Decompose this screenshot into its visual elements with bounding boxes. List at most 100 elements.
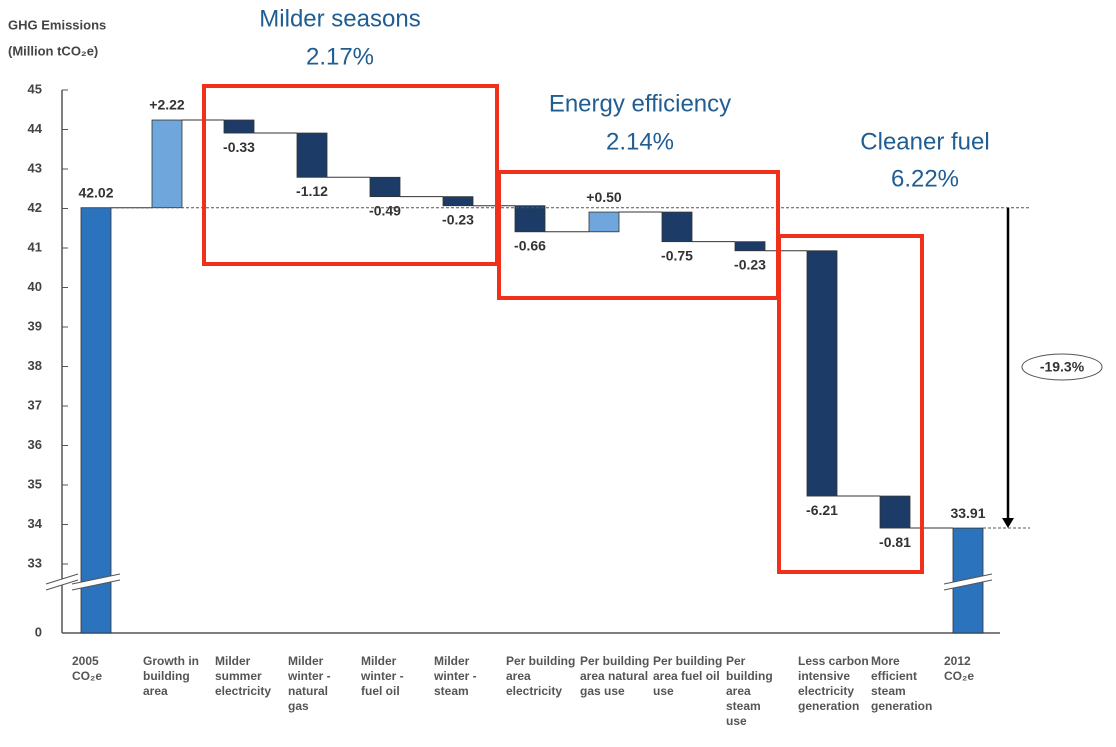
y-tick-label: 35 (28, 476, 42, 491)
value-label: 42.02 (78, 184, 113, 200)
y-tick-label: 0 (35, 624, 42, 639)
x-tick-label-line: use (653, 684, 674, 698)
bar (661, 211, 693, 243)
x-tick-label-line: Per building (653, 654, 722, 668)
x-tick-label: Milder winter -steam (433, 654, 477, 698)
axis-break (943, 573, 993, 585)
value-label: -0.66 (514, 238, 546, 254)
value-label: 33.91 (950, 505, 985, 521)
x-tick-label-line: steam (434, 684, 469, 698)
bar (734, 241, 766, 252)
y-tick-label: 36 (28, 437, 42, 452)
value-label: -1.12 (296, 183, 328, 199)
x-tick-label-line: Less carbon (798, 654, 869, 668)
value-label: +0.50 (586, 189, 622, 205)
x-tick-label: Per building area electricity (506, 654, 575, 698)
x-tick-label-line: area (143, 684, 168, 698)
x-tick-label-line: CO₂e (944, 669, 974, 683)
x-tick-label-line: generation (798, 699, 859, 713)
x-tick-label-line: gas (288, 699, 309, 713)
annotation-title: Cleaner fuel (860, 128, 989, 155)
axis-break (45, 573, 79, 585)
x-tick-label: Milder summer electricity (215, 654, 271, 698)
annotation-value: 2.17% (306, 43, 374, 70)
axis-break (46, 574, 78, 590)
annotation-box (777, 234, 924, 574)
x-tick-label-line: summer (215, 669, 262, 683)
y-tick-label: 34 (28, 516, 43, 531)
value-label: -0.81 (879, 534, 911, 550)
annotation-value: 6.22% (891, 165, 959, 192)
change-arrowhead (1002, 518, 1014, 529)
y-tick-label: 42 (28, 200, 42, 215)
x-tick-label-line: CO₂e (72, 669, 102, 683)
y-tick-label: 41 (28, 239, 42, 254)
bar (296, 132, 328, 178)
x-tick-label-line: area fuel oil (653, 669, 720, 683)
axis-break (71, 579, 121, 591)
bar (442, 196, 474, 207)
x-tick-label: More efficient steam generation (871, 654, 932, 713)
x-tick-label-line: winter - (360, 669, 404, 683)
x-tick-label-line: Milder (288, 654, 324, 668)
value-label: -0.49 (369, 202, 401, 218)
axis-break (45, 579, 79, 591)
y-tick-label: 44 (28, 121, 43, 136)
axis-break (71, 573, 121, 585)
x-tick-label-line: efficient (871, 669, 917, 683)
y-tick-label: 38 (28, 358, 42, 373)
x-tick-label-line: Per (726, 654, 746, 668)
y-tick-label: 39 (28, 318, 42, 333)
axis-break (72, 574, 120, 590)
annotation-title: Energy efficiency (549, 90, 731, 117)
value-label: -0.33 (223, 139, 255, 155)
bar (514, 205, 546, 233)
y-tick-label: 37 (28, 397, 42, 412)
change-label: -19.3% (1040, 359, 1085, 375)
x-tick-label-line: Milder (434, 654, 470, 668)
x-tick-label-line: steam (871, 684, 906, 698)
x-tick-label-line: gas use (580, 684, 625, 698)
x-tick-label-line: Milder (361, 654, 397, 668)
y-axis-title: (Million tCO₂e) (8, 43, 98, 58)
value-label: -0.23 (734, 256, 766, 272)
x-tick-label-line: area (506, 669, 531, 683)
bar (369, 176, 401, 198)
y-tick-label: 45 (28, 81, 42, 96)
axis-break (943, 579, 993, 591)
x-tick-label: Less carbon intensive electricity generatio… (798, 654, 869, 713)
annotation-box (497, 170, 780, 300)
annotation-box (202, 84, 499, 266)
axis-break (944, 574, 992, 590)
x-tick-label-line: fuel oil (361, 684, 400, 698)
x-tick-label-line: 2012 (944, 654, 971, 668)
y-tick-label: 43 (28, 160, 42, 175)
change-badge (1021, 353, 1103, 381)
annotation-title: Milder seasons (259, 5, 420, 32)
bar (151, 119, 183, 209)
x-tick-label: Per building area steam use (726, 654, 773, 728)
x-tick-label-line: winter - (287, 669, 331, 683)
x-tick-label-line: building (143, 669, 190, 683)
x-tick-label-line: use (726, 714, 747, 728)
x-tick-label-line: steam (726, 699, 761, 713)
bar (223, 119, 255, 134)
x-tick-label-line: electricity (798, 684, 854, 698)
x-tick-label: 2005 CO₂e (72, 654, 102, 683)
annotation-value: 2.14% (606, 128, 674, 155)
x-tick-label-line: electricity (506, 684, 562, 698)
bar (806, 250, 838, 497)
value-label: -0.75 (661, 247, 693, 263)
value-label: +2.22 (149, 97, 185, 113)
x-tick-label-line: Per building (580, 654, 649, 668)
x-tick-label-line: intensive (798, 669, 850, 683)
x-tick-label-line: area natural (580, 669, 648, 683)
x-tick-label-line: natural (288, 684, 328, 698)
x-tick-label-line: building (726, 669, 773, 683)
x-tick-label-line: More (871, 654, 900, 668)
value-label: -6.21 (806, 502, 838, 518)
x-tick-label: 2012 CO₂e (944, 654, 974, 683)
x-tick-label: Growth in building area (143, 654, 199, 698)
x-tick-label-line: electricity (215, 684, 271, 698)
